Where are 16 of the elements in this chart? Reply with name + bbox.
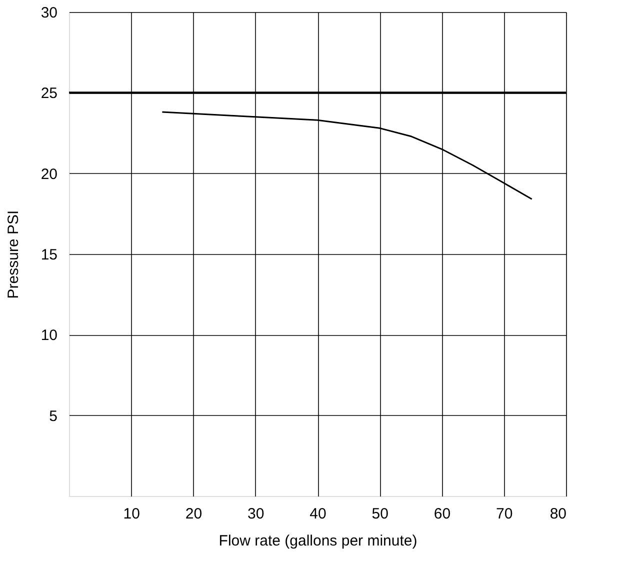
x-tick-label: 60 <box>434 506 451 522</box>
y-tick-label: 20 <box>40 166 58 183</box>
y-tick-label: 15 <box>40 246 58 264</box>
x-axis-title: Flow rate (gallons per minute) <box>218 532 418 550</box>
x-tick-label: 50 <box>372 506 388 522</box>
y-tick-label: 10 <box>40 327 58 344</box>
x-tick-label: 10 <box>123 506 140 522</box>
x-tick-label: 20 <box>185 506 202 522</box>
y-axis-title: Pressure PSI <box>4 210 22 299</box>
y-tick-label: 30 <box>40 4 58 22</box>
x-tick-label: 30 <box>248 506 264 522</box>
x-tick-label: 70 <box>496 506 513 522</box>
y-tick-label: 5 <box>49 408 58 425</box>
y-tick-label: 25 <box>40 85 58 102</box>
x-tick-label: 40 <box>310 506 326 522</box>
x-tick-label: 80 <box>550 506 566 522</box>
